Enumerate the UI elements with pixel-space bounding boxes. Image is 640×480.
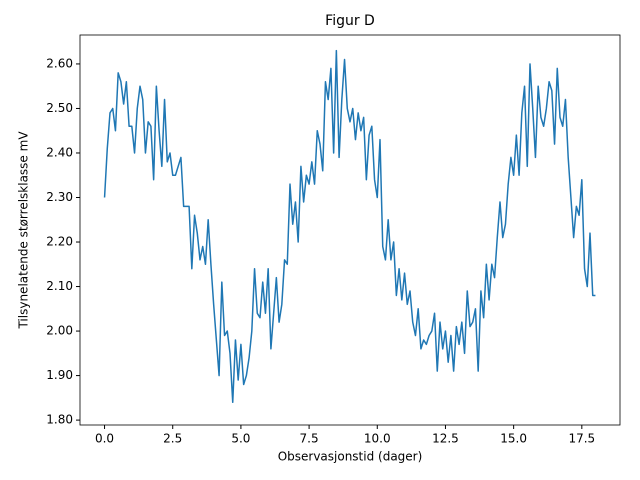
x-tick-label: 10.0	[364, 432, 391, 446]
y-tick-label: 1.80	[46, 413, 73, 427]
y-tick-label: 1.90	[46, 368, 73, 382]
x-tick-label: 2.5	[163, 432, 182, 446]
x-tick-label: 7.5	[300, 432, 319, 446]
x-tick-label: 5.0	[231, 432, 250, 446]
plot-frame	[79, 34, 621, 426]
y-axis-label: Tilsynelatende størrelsklasse mV	[17, 131, 31, 330]
x-tick-label: 0.0	[95, 432, 114, 446]
y-tick-label: 2.00	[46, 324, 73, 338]
data-line	[103, 49, 596, 404]
y-tick-label: 2.60	[46, 56, 73, 70]
y-tick-label: 2.20	[46, 235, 73, 249]
x-axis-label: Observasjonstid (dager)	[278, 450, 423, 464]
y-tick-label: 2.50	[46, 101, 73, 115]
y-tick-label: 2.30	[46, 190, 73, 204]
x-tick-label: 15.0	[500, 432, 527, 446]
x-tick-label: 17.5	[568, 432, 595, 446]
y-tick-label: 2.40	[46, 145, 73, 159]
chart-title: Figur D	[325, 13, 375, 29]
y-tick-label: 2.10	[46, 279, 73, 293]
x-tick-label: 12.5	[432, 432, 459, 446]
